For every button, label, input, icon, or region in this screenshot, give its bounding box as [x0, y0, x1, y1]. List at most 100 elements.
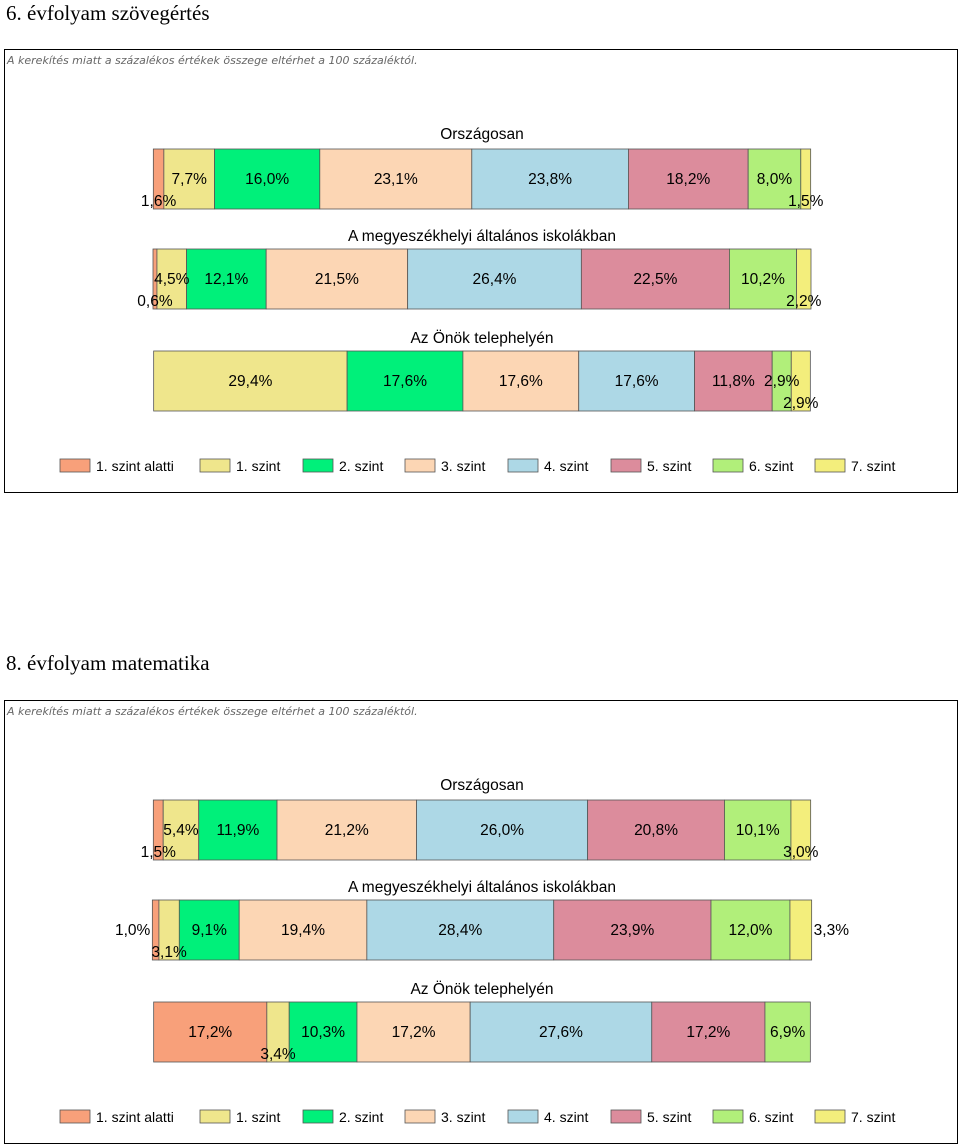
data-label: 23,1%	[374, 171, 418, 188]
legend-swatch	[302, 458, 334, 473]
legend-swatch	[199, 458, 231, 473]
bar-segment	[747, 148, 802, 210]
data-label: 21,2%	[325, 822, 369, 839]
data-label: 27,6%	[539, 1024, 583, 1041]
bar-segment	[346, 350, 464, 412]
legend-label: 2. szint	[339, 1109, 383, 1125]
bar-segment	[694, 350, 773, 412]
bar-segment	[356, 1001, 471, 1063]
data-label: 17,6%	[383, 373, 427, 390]
bar-segment	[469, 1001, 653, 1063]
data-label: 19,4%	[281, 922, 325, 939]
data-label: 3,1%	[151, 944, 187, 961]
data-label: 3,0%	[783, 844, 819, 861]
legend-label: 7. szint	[851, 1109, 895, 1125]
bar-segment	[789, 899, 813, 961]
category-label: Az Önök telephelyén	[410, 980, 553, 998]
bar-segment	[578, 350, 695, 412]
bar-segment	[587, 799, 725, 861]
bar-segment	[724, 799, 792, 861]
data-label: 1,6%	[141, 193, 177, 210]
bar-segment	[416, 799, 589, 861]
data-label: 4,5%	[154, 271, 190, 288]
bar-segment	[800, 148, 812, 210]
data-label: 3,4%	[260, 1046, 296, 1063]
data-label: 26,4%	[473, 271, 517, 288]
legend-swatch	[59, 458, 91, 473]
data-label: 17,2%	[392, 1024, 436, 1041]
rounding-note: A kerekítés miatt a százalékos értékek ö…	[6, 54, 418, 67]
bar-segment	[276, 799, 417, 861]
bar-segment	[462, 350, 580, 412]
rounding-note: A kerekítés miatt a százalékos értékek ö…	[6, 705, 418, 718]
legend-swatch	[610, 458, 642, 473]
data-label: 29,4%	[228, 373, 272, 390]
data-label: 11,8%	[712, 373, 755, 390]
bar-segment	[153, 1001, 268, 1063]
legend-swatch	[712, 1109, 744, 1124]
legend-swatch	[404, 1109, 436, 1124]
legend-swatch	[507, 458, 539, 473]
bar-segment	[628, 148, 749, 210]
category-label: Országosan	[440, 777, 524, 794]
data-label: 7,7%	[172, 171, 208, 188]
data-label: 26,0%	[480, 822, 524, 839]
section-title-math: 8. évfolyam matematika	[6, 651, 210, 675]
legend-swatch	[404, 458, 436, 473]
chart-frame-reading: A kerekítés miatt a százalékos értékek ö…	[4, 49, 958, 493]
data-label: 2,9%	[764, 373, 800, 390]
data-label: 12,0%	[728, 922, 772, 939]
stacked-bar-chart-reading: A kerekítés miatt a százalékos értékek ö…	[6, 54, 895, 474]
data-label: 17,2%	[188, 1024, 232, 1041]
data-label: 11,9%	[216, 822, 259, 839]
data-label: 2,2%	[786, 293, 822, 310]
data-label: 22,5%	[633, 271, 677, 288]
data-label: 23,8%	[528, 171, 572, 188]
bar-segment	[288, 1001, 358, 1063]
legend-label: 6. szint	[749, 458, 793, 474]
bar-segment	[796, 248, 812, 310]
bar-segment	[651, 1001, 766, 1063]
data-label: 17,6%	[499, 373, 543, 390]
legend-swatch	[610, 1109, 642, 1124]
bar-segment	[162, 799, 200, 861]
data-label: 21,5%	[315, 271, 359, 288]
bar-segment	[764, 1001, 811, 1063]
bar-segment	[214, 148, 321, 210]
legend-label: 7. szint	[851, 458, 895, 474]
bar-segment	[198, 799, 278, 861]
bar-segment	[178, 899, 240, 961]
category-label: Az Önök telephelyén	[410, 329, 553, 347]
data-label: 3,3%	[814, 922, 850, 939]
legend-label: 1. szint	[236, 1109, 280, 1125]
data-label: 17,2%	[686, 1024, 730, 1041]
bar-segment	[710, 899, 791, 961]
data-label: 17,6%	[615, 373, 659, 390]
legend-label: 5. szint	[647, 458, 691, 474]
legend-label: 6. szint	[749, 1109, 793, 1125]
bar-segment	[238, 899, 368, 961]
data-label: 18,2%	[666, 171, 710, 188]
legend-label: 1. szint alatti	[96, 1109, 174, 1125]
category-label: A megyeszékhelyi általános iskolákban	[348, 879, 616, 896]
data-label: 6,9%	[770, 1024, 806, 1041]
data-label: 10,1%	[736, 822, 780, 839]
bar-segment	[153, 350, 348, 412]
bar-segment	[553, 899, 712, 961]
category-label: Országosan	[440, 126, 524, 143]
data-label: 5,4%	[163, 822, 199, 839]
data-label: 10,2%	[741, 271, 785, 288]
legend-label: 3. szint	[441, 1109, 485, 1125]
bar-segment	[790, 799, 812, 861]
data-label: 1,5%	[788, 193, 824, 210]
legend-label: 1. szint	[236, 458, 280, 474]
legend-swatch	[199, 1109, 231, 1124]
data-label: 10,3%	[301, 1024, 345, 1041]
bar-segment	[156, 248, 187, 310]
legend-label: 5. szint	[647, 1109, 691, 1125]
legend-swatch	[814, 1109, 846, 1124]
chart-frame-math: A kerekítés miatt a százalékos értékek ö…	[4, 700, 958, 1144]
legend-swatch	[302, 1109, 334, 1124]
legend-label: 4. szint	[544, 458, 588, 474]
bar-segment	[366, 899, 555, 961]
